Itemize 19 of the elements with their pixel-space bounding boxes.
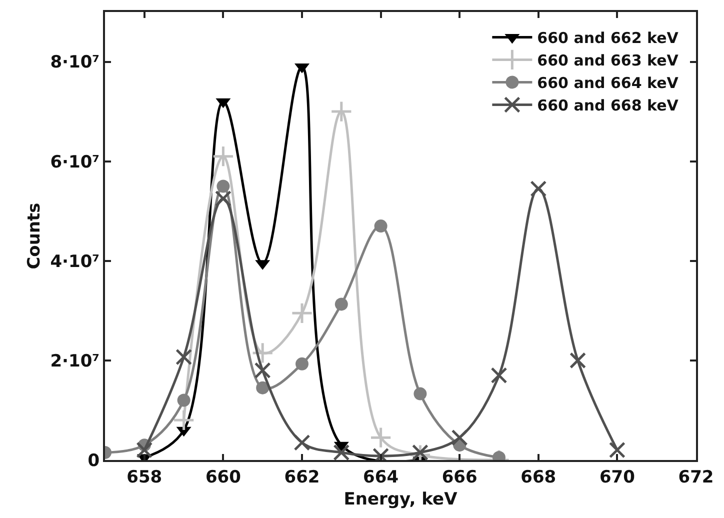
legend-label: 660 and 663 keV bbox=[537, 52, 679, 70]
legend-label: 660 and 668 keV bbox=[537, 96, 679, 115]
y-axis-title: Counts bbox=[24, 202, 44, 270]
x-tick-label: 668 bbox=[520, 467, 556, 488]
x-tick-label: 662 bbox=[284, 467, 320, 488]
y-tick-label: 6·10⁷ bbox=[50, 152, 100, 172]
x-tick-label: 672 bbox=[678, 467, 714, 488]
x-tick-label: 666 bbox=[442, 467, 478, 488]
x-tick-label: 664 bbox=[363, 467, 399, 488]
y-tick-label: 4·10⁷ bbox=[50, 252, 100, 272]
x-axis-title: Energy, keV bbox=[344, 489, 458, 510]
y-tick-label: 8·10⁷ bbox=[50, 52, 100, 73]
y-tick-label: 2·10⁷ bbox=[50, 351, 100, 372]
legend-label: 660 and 664 keV bbox=[537, 74, 679, 92]
x-tick-label: 660 bbox=[205, 467, 242, 488]
x-tick-label: 658 bbox=[126, 467, 162, 488]
x-tick-label: 670 bbox=[599, 467, 636, 488]
legend-label: 660 and 662 keV bbox=[537, 29, 679, 48]
y-tick-label: 0 bbox=[88, 450, 100, 471]
